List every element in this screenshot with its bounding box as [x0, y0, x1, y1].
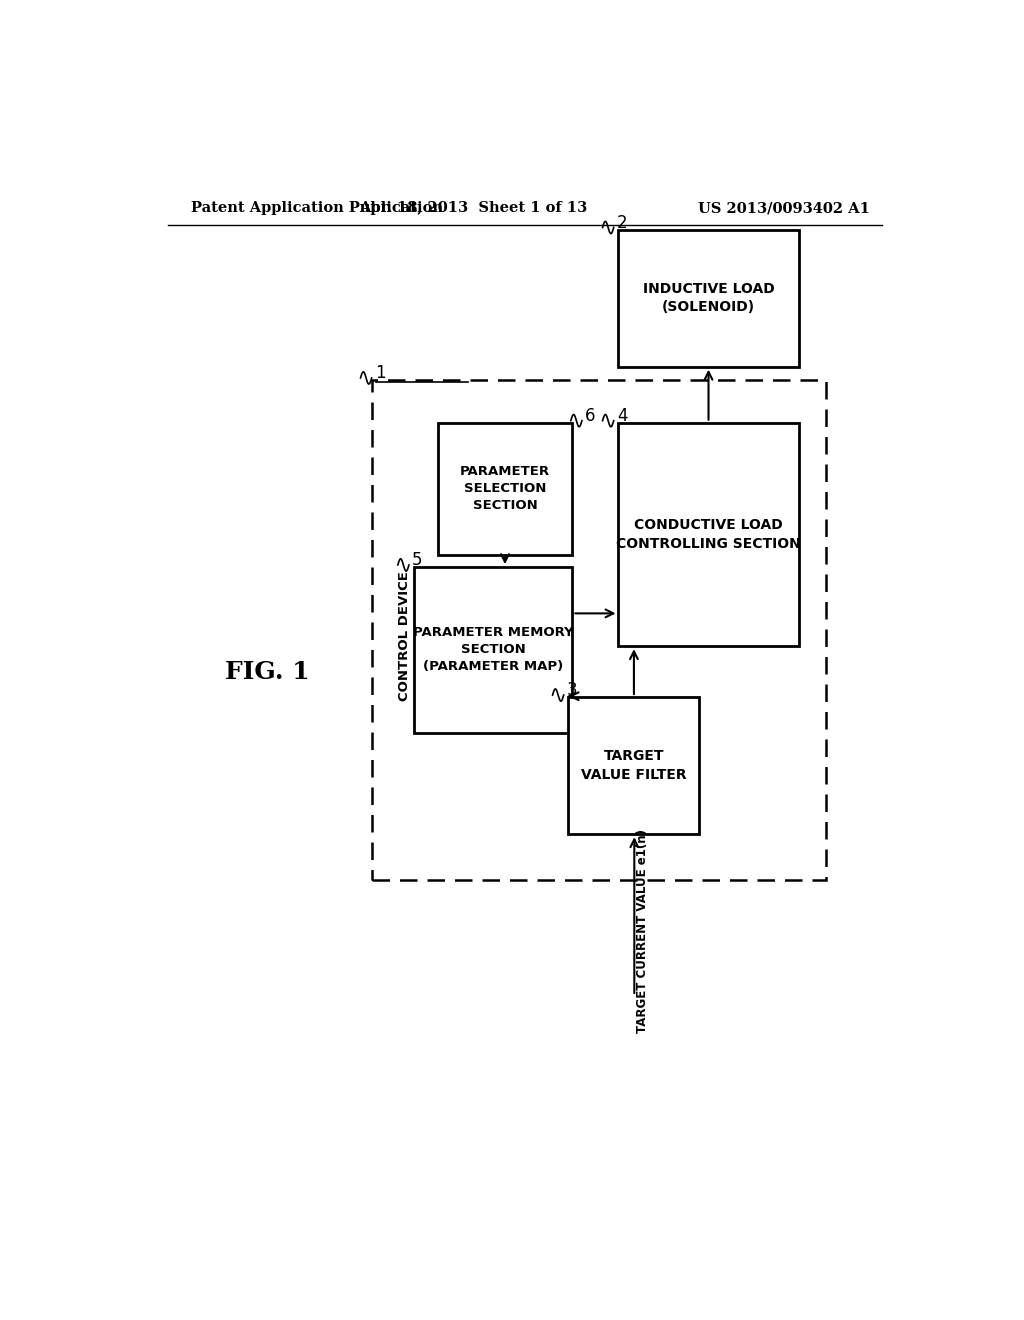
- Bar: [568, 697, 699, 834]
- Text: US 2013/0093402 A1: US 2013/0093402 A1: [698, 201, 870, 215]
- Text: CONDUCTIVE LOAD
CONTROLLING SECTION: CONDUCTIVE LOAD CONTROLLING SECTION: [616, 519, 801, 550]
- Text: 6: 6: [585, 407, 596, 425]
- Bar: [437, 422, 572, 554]
- Bar: [618, 422, 799, 647]
- Bar: [618, 230, 799, 367]
- Text: TARGET
VALUE FILTER: TARGET VALUE FILTER: [581, 750, 687, 781]
- Text: PARAMETER MEMORY
SECTION
(PARAMETER MAP): PARAMETER MEMORY SECTION (PARAMETER MAP): [413, 626, 573, 673]
- Text: Patent Application Publication: Patent Application Publication: [191, 201, 443, 215]
- Text: INDUCTIVE LOAD
(SOLENOID): INDUCTIVE LOAD (SOLENOID): [643, 282, 774, 314]
- Text: 3: 3: [567, 681, 578, 700]
- Text: 4: 4: [616, 407, 628, 425]
- Bar: [373, 380, 826, 880]
- Text: CONTROL DEVICE: CONTROL DEVICE: [397, 572, 411, 701]
- Text: 2: 2: [616, 214, 628, 231]
- Text: Apr. 18, 2013  Sheet 1 of 13: Apr. 18, 2013 Sheet 1 of 13: [359, 201, 588, 215]
- Bar: [414, 568, 572, 733]
- Text: PARAMETER
SELECTION
SECTION: PARAMETER SELECTION SECTION: [460, 465, 550, 512]
- Text: FIG. 1: FIG. 1: [224, 660, 309, 684]
- Text: TARGET CURRENT VALUE e1(n): TARGET CURRENT VALUE e1(n): [636, 829, 649, 1032]
- Text: 5: 5: [412, 550, 423, 569]
- Text: 1: 1: [375, 364, 385, 381]
